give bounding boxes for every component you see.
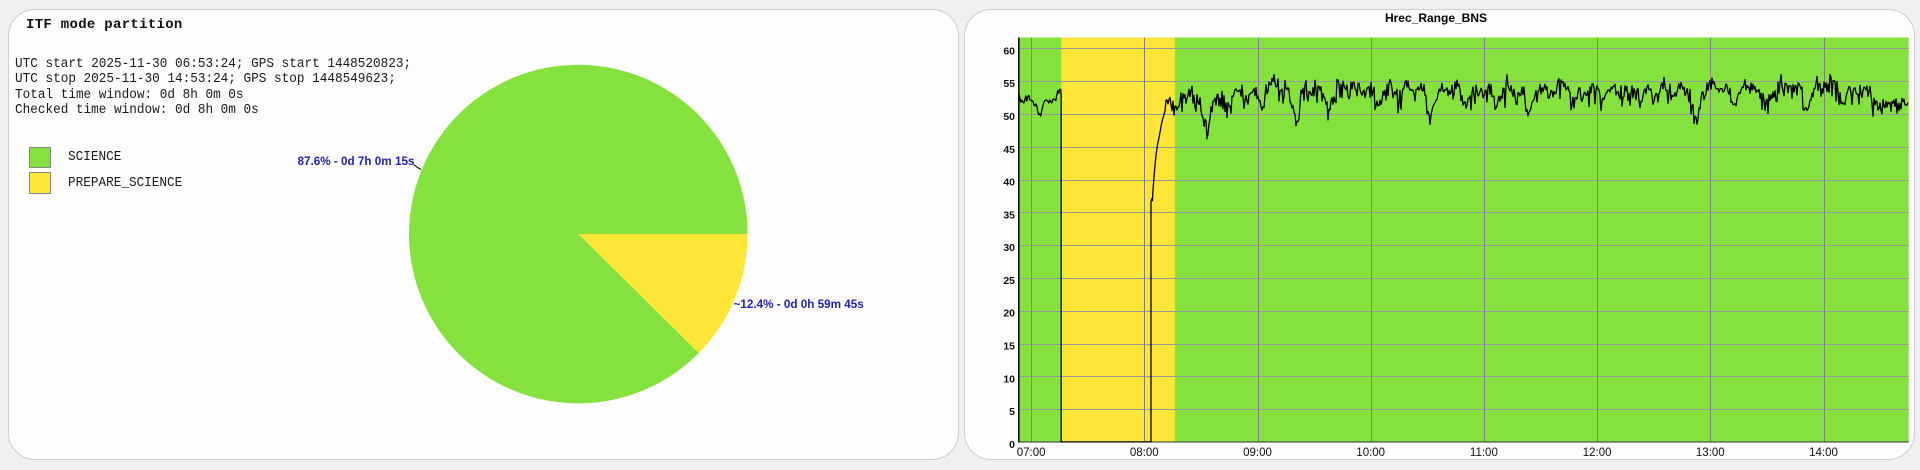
svg-text:11:00: 11:00 <box>1470 447 1498 459</box>
svg-text:25: 25 <box>1003 275 1015 287</box>
svg-text:40: 40 <box>1003 177 1015 189</box>
svg-text:45: 45 <box>1003 144 1015 156</box>
svg-text:5: 5 <box>1009 406 1015 418</box>
svg-text:09:00: 09:00 <box>1243 447 1272 459</box>
svg-text:07:00: 07:00 <box>1017 447 1046 459</box>
svg-text:13:00: 13:00 <box>1696 447 1725 459</box>
svg-text:35: 35 <box>1003 209 1015 221</box>
svg-text:50: 50 <box>1003 111 1015 123</box>
svg-text:14:00: 14:00 <box>1809 447 1838 459</box>
svg-text:12:00: 12:00 <box>1583 447 1612 459</box>
svg-text:60: 60 <box>1003 45 1015 57</box>
svg-text:30: 30 <box>1003 242 1015 254</box>
svg-text:10: 10 <box>1003 373 1015 385</box>
svg-text:15: 15 <box>1003 341 1015 353</box>
svg-text:Hrec_Range_BNS: Hrec_Range_BNS <box>1385 11 1487 25</box>
svg-text:0: 0 <box>1009 439 1015 451</box>
svg-text:20: 20 <box>1003 308 1015 320</box>
svg-text:55: 55 <box>1003 78 1015 90</box>
svg-text:10:00: 10:00 <box>1356 447 1385 459</box>
svg-text:08:00: 08:00 <box>1130 447 1159 459</box>
